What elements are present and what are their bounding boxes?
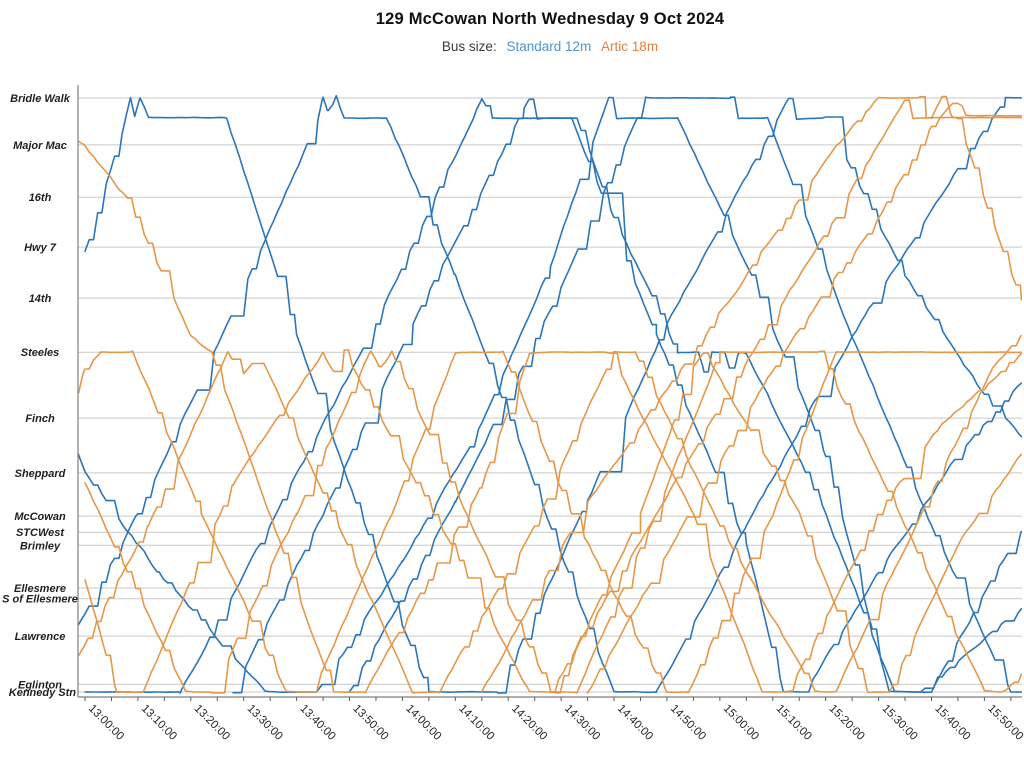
x-tick-label: 13:50:00 <box>350 703 390 743</box>
x-tick-label: 13:40:00 <box>297 703 337 743</box>
y-stop-label: Ellesmere <box>14 583 66 595</box>
x-tick-label: 15:50:00 <box>985 703 1024 743</box>
x-tick-label: 13:20:00 <box>192 703 232 743</box>
bus-trip-line-artic <box>480 95 1022 693</box>
x-tick-label: 15:10:00 <box>774 703 814 743</box>
axis-spines <box>77 85 1022 698</box>
bus-trip-line-artic <box>586 102 1022 694</box>
legend-prefix-label: Bus size: <box>441 39 497 54</box>
x-tick-label: 15:40:00 <box>932 703 972 743</box>
chart-title: 129 McCowan North Wednesday 9 Oct 2024 <box>375 10 725 28</box>
x-tick-label: 14:30:00 <box>562 703 602 743</box>
x-tick-label: 13:10:00 <box>139 703 179 743</box>
bus-trip-line-standard <box>84 96 1022 694</box>
y-stop-label: Major Mac <box>13 140 67 152</box>
y-stop-label: Bridle Walk <box>10 93 71 105</box>
x-tick-label: 14:40:00 <box>615 703 655 743</box>
y-stop-label: STCWest <box>16 527 65 539</box>
x-tick-label: 15:00:00 <box>721 703 761 743</box>
y-stop-label: Eglinton <box>18 679 62 691</box>
x-tick-label: 14:20:00 <box>509 703 549 743</box>
bus-trip-line-artic <box>78 334 1022 694</box>
x-tick-label: 15:30:00 <box>879 703 919 743</box>
y-stop-label: Finch <box>25 413 55 425</box>
legend-item-artic-18m: Artic 18m <box>601 39 659 54</box>
chart-legend: Bus size: Standard 12m Artic 18m <box>78 39 1022 54</box>
legend-item-standard-12m: Standard 12m <box>506 39 592 54</box>
bus-trip-line-standard <box>232 98 1022 694</box>
y-stop-label: McCowan <box>14 511 66 523</box>
bus-trip-line-artic <box>78 350 1022 694</box>
y-stop-label: S of Ellesmere <box>2 594 78 606</box>
y-stop-label: Hwy 7 <box>24 242 57 254</box>
y-stop-label: Sheppard <box>15 468 66 480</box>
y-stop-label: Lawrence <box>15 631 66 643</box>
x-tick-label: 13:00:00 <box>86 703 126 743</box>
x-tick-label: 14:00:00 <box>403 703 443 743</box>
bus-trip-line-artic <box>84 350 1022 694</box>
y-stop-label: 14th <box>29 293 52 305</box>
bus-trip-line-standard <box>78 96 1022 694</box>
bus-trip-line-artic <box>84 349 1022 694</box>
bus-trip-line-standard <box>78 94 1022 694</box>
x-tick-label: 14:50:00 <box>668 703 708 743</box>
bus-trip-line-standard <box>348 96 1022 693</box>
bus-trip-line-artic <box>78 140 1022 694</box>
y-stop-label: 16th <box>29 192 52 204</box>
bus-trip-line-artic <box>549 95 1022 694</box>
x-tick-label: 13:30:00 <box>245 703 285 743</box>
y-stop-label: Steeles <box>21 347 60 359</box>
x-tick-label: 15:20:00 <box>827 703 867 743</box>
x-tick-label: 14:10:00 <box>456 703 496 743</box>
y-stop-label: Brimley <box>20 540 61 552</box>
y-stop-label: Kennedy Stn <box>9 687 77 699</box>
